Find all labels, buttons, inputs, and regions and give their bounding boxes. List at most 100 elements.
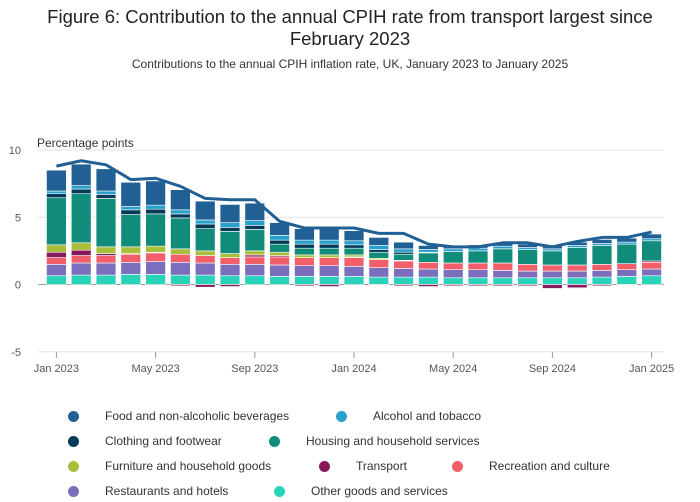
bar-segment[interactable] <box>194 262 216 276</box>
bar-segment[interactable] <box>393 253 414 261</box>
bar-segment[interactable] <box>145 180 166 206</box>
bar-segment[interactable] <box>244 256 266 265</box>
bar-segment[interactable] <box>145 261 166 275</box>
bar-segment[interactable] <box>170 284 191 287</box>
bar-segment[interactable] <box>194 223 216 229</box>
legend-item[interactable]: Housing and household services <box>269 434 479 448</box>
bar-segment[interactable] <box>318 243 340 249</box>
bar-segment[interactable] <box>95 262 117 276</box>
bar-segment[interactable] <box>442 248 464 252</box>
bar-segment[interactable] <box>566 264 588 272</box>
bar-segment[interactable] <box>244 250 266 256</box>
bar-segment[interactable] <box>170 253 191 263</box>
bar-segment[interactable] <box>194 250 216 256</box>
bar-segment[interactable] <box>492 248 514 264</box>
bar-segment[interactable] <box>244 275 266 285</box>
bar-segment[interactable] <box>170 248 191 255</box>
bar-segment[interactable] <box>442 251 464 264</box>
bar-segment[interactable] <box>70 242 92 251</box>
bar-segment[interactable] <box>343 240 365 246</box>
bar-segment[interactable] <box>467 247 489 252</box>
bar-segment[interactable] <box>194 228 216 252</box>
bar-segment[interactable] <box>368 249 390 253</box>
bar-segment[interactable] <box>70 185 92 190</box>
bar-segment[interactable] <box>641 275 662 285</box>
bar-segment[interactable] <box>318 228 340 241</box>
legend-item[interactable]: Recreation and culture <box>452 459 610 473</box>
bar-segment[interactable] <box>269 243 290 253</box>
bar-segment[interactable] <box>294 265 315 277</box>
bar-segment[interactable] <box>95 246 117 254</box>
bar-segment[interactable] <box>145 245 166 253</box>
bar-segment[interactable] <box>70 193 92 244</box>
bar-segment[interactable] <box>170 213 191 219</box>
bar-segment[interactable] <box>343 244 365 249</box>
bar-segment[interactable] <box>170 274 191 285</box>
bar-segment[interactable] <box>95 194 117 199</box>
legend-item[interactable]: Furniture and household goods <box>68 459 271 473</box>
bar-segment[interactable] <box>95 274 117 285</box>
bar-segment[interactable] <box>145 208 166 215</box>
bar-segment[interactable] <box>418 252 439 263</box>
bar-segment[interactable] <box>492 270 514 279</box>
bar-segment[interactable] <box>269 239 290 245</box>
bar-segment[interactable] <box>467 285 489 287</box>
bar-segment[interactable] <box>294 284 315 287</box>
bar-segment[interactable] <box>393 276 414 285</box>
bar-segment[interactable] <box>517 249 538 265</box>
bar-segment[interactable] <box>517 285 538 287</box>
bar-segment[interactable] <box>318 254 340 258</box>
bar-segment[interactable] <box>492 277 514 285</box>
bar-segment[interactable] <box>418 262 439 270</box>
bar-segment[interactable] <box>566 277 588 285</box>
bar-segment[interactable] <box>641 262 662 270</box>
bar-segment[interactable] <box>244 264 266 277</box>
bar-segment[interactable] <box>492 245 514 250</box>
bar-segment[interactable] <box>318 239 340 245</box>
bar-segment[interactable] <box>517 264 538 272</box>
bar-segment[interactable] <box>294 243 315 249</box>
bar-segment[interactable] <box>492 262 514 271</box>
bar-segment[interactable] <box>46 264 67 277</box>
bar-segment[interactable] <box>46 244 67 253</box>
bar-segment[interactable] <box>591 285 613 287</box>
bar-segment[interactable] <box>70 188 92 195</box>
bar-segment[interactable] <box>393 284 414 287</box>
bar-segment[interactable] <box>591 276 613 285</box>
bar-segment[interactable] <box>467 277 489 285</box>
bar-segment[interactable] <box>95 253 117 256</box>
bar-segment[interactable] <box>566 247 588 266</box>
bar-segment[interactable] <box>542 277 563 285</box>
bar-segment[interactable] <box>145 252 166 262</box>
bar-segment[interactable] <box>46 193 67 199</box>
bar-segment[interactable] <box>343 254 365 258</box>
bar-segment[interactable] <box>318 257 340 266</box>
bar-segment[interactable] <box>318 276 340 285</box>
bar-segment[interactable] <box>641 233 662 240</box>
bar-segment[interactable] <box>244 202 266 221</box>
bar-segment[interactable] <box>120 253 142 263</box>
bar-segment[interactable] <box>368 245 390 250</box>
bar-segment[interactable] <box>343 247 365 256</box>
bar-segment[interactable] <box>46 251 67 258</box>
bar-segment[interactable] <box>517 247 538 250</box>
bar-segment[interactable] <box>120 274 142 285</box>
bar-segment[interactable] <box>591 243 613 246</box>
bar-segment[interactable] <box>269 256 290 266</box>
bar-segment[interactable] <box>145 274 166 285</box>
bar-segment[interactable] <box>641 268 662 277</box>
bar-segment[interactable] <box>591 239 613 244</box>
bar-segment[interactable] <box>244 254 266 258</box>
bar-segment[interactable] <box>442 269 464 279</box>
bar-segment[interactable] <box>418 249 439 253</box>
bar-segment[interactable] <box>418 268 439 278</box>
bar-segment[interactable] <box>120 181 142 207</box>
bar-segment[interactable] <box>194 200 216 221</box>
bar-segment[interactable] <box>542 284 563 289</box>
bar-segment[interactable] <box>641 240 662 262</box>
bar-segment[interactable] <box>269 235 290 241</box>
bar-segment[interactable] <box>269 251 290 256</box>
bar-segment[interactable] <box>318 284 340 287</box>
bar-segment[interactable] <box>591 264 613 271</box>
bar-segment[interactable] <box>616 243 638 264</box>
